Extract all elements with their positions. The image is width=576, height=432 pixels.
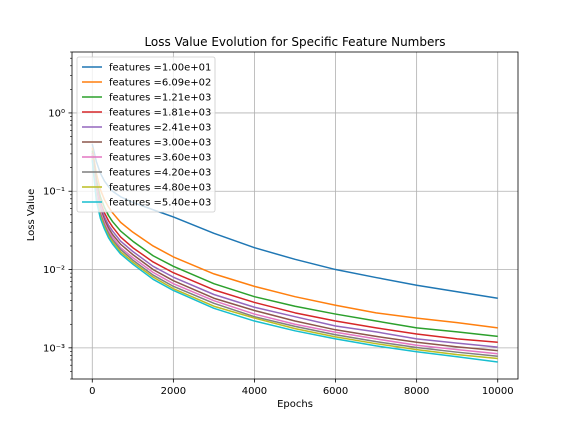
y-tick-label: 10⁻²: [43, 265, 65, 276]
y-tick-label: 10⁻³: [43, 343, 65, 354]
x-axis-label: Epochs: [277, 399, 313, 410]
x-tick-label: 8000: [404, 386, 429, 397]
x-tick-label: 2000: [161, 386, 186, 397]
legend-entry: features =3.60e+03: [109, 153, 211, 164]
y-tick-label: 10⁻¹: [43, 187, 65, 198]
x-tick-label: 0: [89, 386, 95, 397]
x-tick-label: 4000: [242, 386, 267, 397]
y-axis-label: Loss Value: [26, 189, 37, 242]
series-line-5: [91, 153, 498, 348]
legend-entry: features =6.09e+02: [109, 78, 211, 89]
legend-entry: features =4.80e+03: [109, 183, 211, 194]
legend-entry: features =5.40e+03: [109, 198, 211, 209]
legend-entry: features =4.20e+03: [109, 168, 211, 179]
legend: features =1.00e+01 features =6.09e+02 feat…: [76, 56, 216, 213]
legend-entry: features =1.21e+03: [109, 93, 211, 104]
legend-entry: features =2.41e+03: [109, 123, 211, 134]
x-tick-label: 10000: [482, 386, 514, 397]
legend-entry: features =3.00e+03: [109, 138, 211, 149]
x-axis: 0 2000 4000 6000 8000 10000: [89, 379, 514, 397]
series-line-7: [91, 156, 498, 355]
series-line-10: [91, 159, 498, 363]
plot-frame: [71, 51, 519, 380]
x-tick-label: 6000: [323, 386, 348, 397]
chart-title: Loss Value Evolution for Specific Featur…: [144, 35, 445, 49]
y-axis: 10⁻³ 10⁻² 10⁻¹ 10⁰: [43, 51, 72, 380]
legend-entry: features =1.81e+03: [109, 108, 211, 119]
legend-entry: features =1.00e+01: [109, 63, 211, 74]
series-line-6: [91, 154, 498, 352]
y-tick-label: 10⁰: [48, 108, 65, 119]
legend-box: [76, 56, 216, 213]
